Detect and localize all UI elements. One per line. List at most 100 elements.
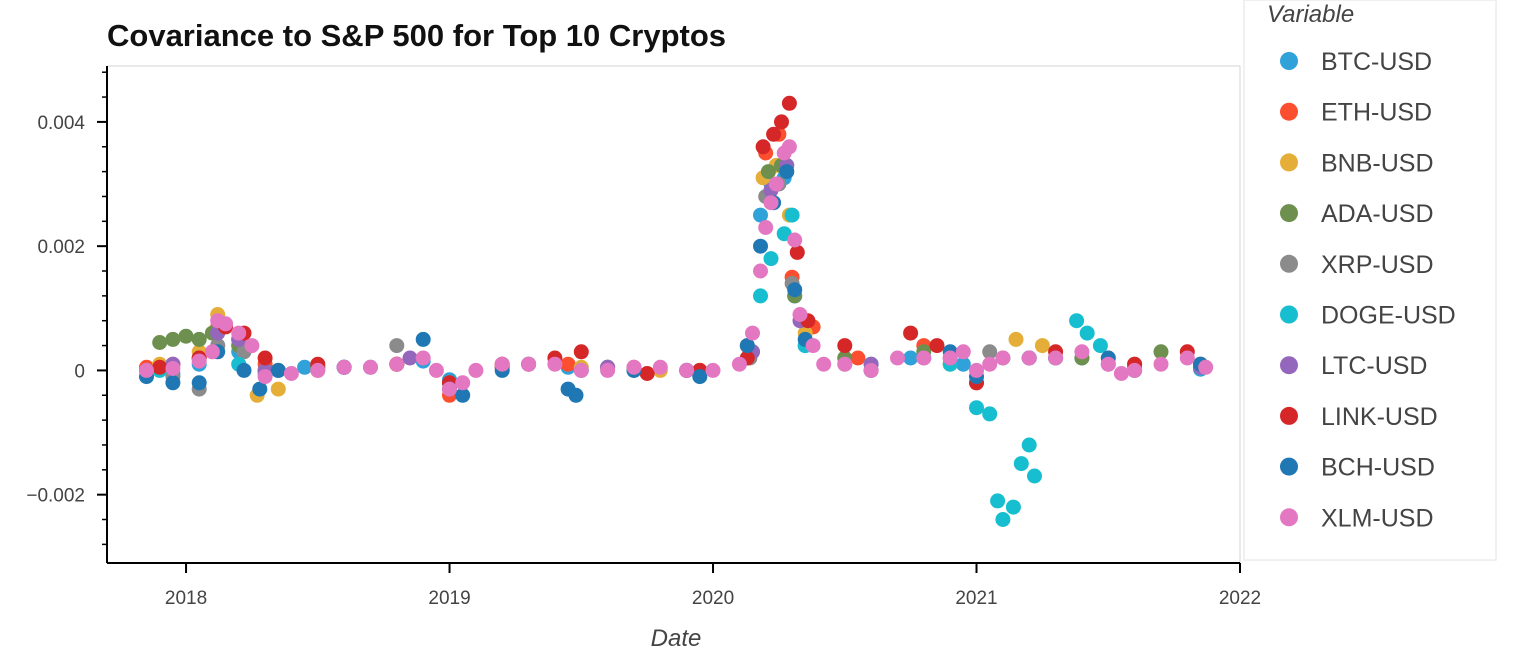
data-point <box>152 335 168 350</box>
data-point <box>1008 331 1024 347</box>
data-point <box>494 356 510 372</box>
data-point <box>955 356 971 372</box>
data-point <box>942 350 958 366</box>
data-point <box>639 366 655 381</box>
data-point <box>763 251 779 267</box>
data-point <box>837 356 853 372</box>
data-point <box>995 350 1011 366</box>
data-point <box>1013 456 1029 472</box>
data-point <box>955 344 971 360</box>
data-point <box>753 288 768 304</box>
data-point <box>1100 356 1116 372</box>
data-point <box>1069 313 1085 329</box>
legend-marker <box>1280 356 1298 375</box>
data-point <box>903 350 919 366</box>
data-point <box>850 350 866 366</box>
data-point <box>652 359 668 375</box>
data-point <box>389 356 405 372</box>
data-point <box>547 356 563 372</box>
data-point <box>336 359 352 375</box>
data-point <box>218 316 234 332</box>
data-point <box>758 220 774 235</box>
legend-marker <box>1280 305 1298 324</box>
legend-marker <box>1280 153 1298 172</box>
series-ltc-usd <box>139 157 1208 391</box>
data-point <box>768 176 784 192</box>
y-tick-label: 0 <box>74 361 85 382</box>
legend-marker <box>1280 457 1298 476</box>
data-point <box>231 325 247 341</box>
data-point <box>257 369 273 385</box>
axes: −0.002 0 0.002 0.004 2018 2019 2020 2021 2022 <box>26 66 1261 609</box>
data-point <box>1079 325 1095 341</box>
data-point <box>779 164 795 180</box>
legend-label: ETH-USD <box>1321 99 1432 127</box>
scatter-points <box>139 95 1214 527</box>
data-point <box>890 350 905 366</box>
data-point <box>760 164 776 180</box>
y-tick-label: −0.002 <box>26 486 85 507</box>
data-point <box>805 338 821 354</box>
legend-label: LINK-USD <box>1321 403 1438 431</box>
data-point <box>969 400 984 416</box>
chart-title: Covariance to S&P 500 for Top 10 Cryptos <box>107 18 726 53</box>
data-point <box>1127 362 1143 378</box>
series-eth-usd <box>139 126 1208 403</box>
series-btc-usd <box>139 170 1208 388</box>
data-point <box>916 350 932 366</box>
data-point <box>191 331 207 347</box>
data-point <box>1048 350 1064 366</box>
data-point <box>402 350 418 366</box>
data-point <box>863 362 879 378</box>
legend-label: BTC-USD <box>1321 48 1432 76</box>
y-tick-label: 0.004 <box>37 113 85 134</box>
legend-title: Variable <box>1267 1 1354 28</box>
data-point <box>816 356 832 372</box>
data-point <box>178 328 194 344</box>
legend-label: BNB-USD <box>1321 149 1434 177</box>
data-point <box>626 359 642 375</box>
data-point <box>982 344 998 360</box>
data-point <box>1021 350 1037 366</box>
data-point <box>1074 344 1090 360</box>
x-tick-label: 2019 <box>428 588 470 609</box>
series-xlm-usd <box>139 139 1214 397</box>
y-axis-ticks: −0.002 0 0.002 0.004 <box>26 71 107 546</box>
data-point <box>692 369 708 385</box>
legend-label: XLM-USD <box>1321 504 1434 532</box>
data-point <box>837 338 853 354</box>
data-point <box>270 381 286 397</box>
legend-marker <box>1280 204 1298 223</box>
data-point <box>1153 344 1169 360</box>
data-point <box>297 359 313 375</box>
data-point <box>982 406 998 422</box>
legend-label: BCH-USD <box>1321 454 1435 482</box>
data-point <box>1179 350 1195 366</box>
data-point <box>252 381 268 397</box>
x-tick-label: 2018 <box>165 588 207 609</box>
data-point <box>995 512 1011 527</box>
data-point <box>204 344 220 360</box>
data-point <box>753 207 768 223</box>
data-point <box>236 362 252 378</box>
legend-label: LTC-USD <box>1321 352 1427 380</box>
y-tick-label: 0.002 <box>37 237 85 258</box>
data-point <box>152 359 168 375</box>
data-point <box>753 238 768 254</box>
data-point <box>1092 338 1108 354</box>
data-point <box>1153 356 1169 372</box>
data-point <box>573 344 589 360</box>
data-point <box>283 366 299 381</box>
data-point <box>1113 366 1129 381</box>
data-point <box>600 362 616 378</box>
x-axis-ticks: 2018 2019 2020 2021 2022 <box>165 563 1261 609</box>
x-axis-label: Date <box>651 625 702 652</box>
data-point <box>990 493 1006 509</box>
data-point <box>521 356 537 372</box>
data-point <box>191 353 207 369</box>
data-point <box>789 244 805 260</box>
x-tick-label: 2022 <box>1219 588 1261 609</box>
data-point <box>191 375 207 391</box>
data-point <box>763 195 779 211</box>
data-point <box>442 381 457 397</box>
